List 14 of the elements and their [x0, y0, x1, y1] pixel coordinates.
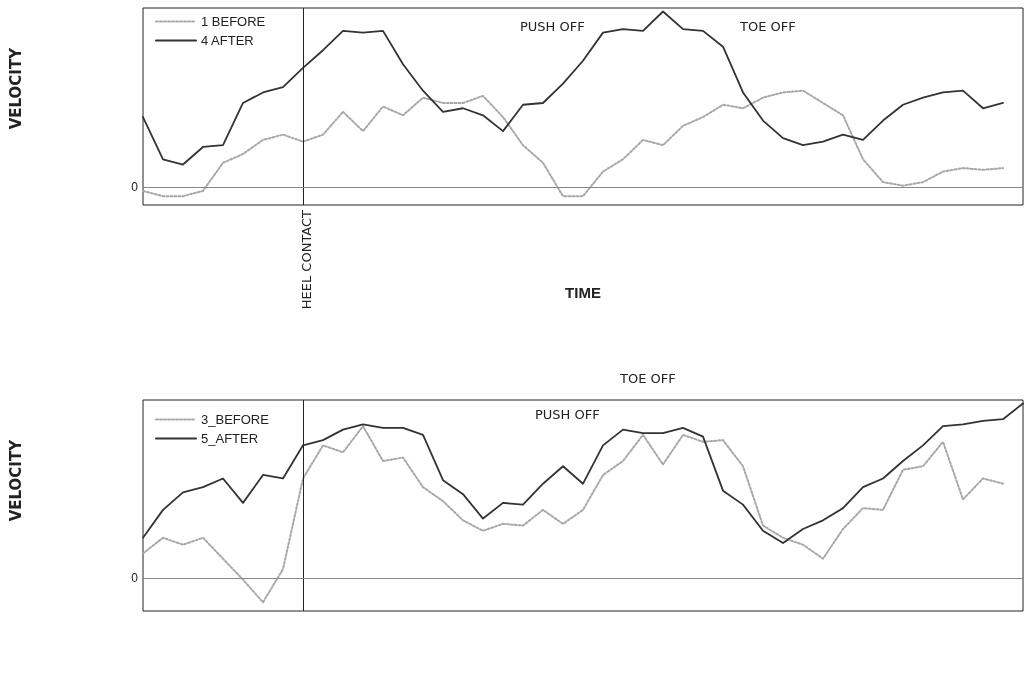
legend-label: 5_AFTER: [201, 431, 259, 446]
legend-label: 4 AFTER: [201, 33, 254, 48]
ref-line-label: 0: [131, 570, 139, 585]
annotation: PUSH OFF: [535, 407, 600, 422]
y-axis-title: VELOCITY: [6, 46, 25, 130]
text: HEEL CONTACT: [299, 209, 314, 310]
text: TOE OFF: [619, 371, 676, 386]
legend-label: 1 BEFORE: [201, 14, 266, 29]
x-axis-title: TIME: [565, 284, 601, 301]
annotation: TOE OFF: [739, 19, 796, 34]
legend-label: 3_BEFORE: [201, 412, 270, 427]
annotation: PUSH OFF: [520, 19, 585, 34]
ref-line-label: 0: [131, 180, 139, 195]
y-axis-title: VELOCITY: [6, 438, 25, 522]
